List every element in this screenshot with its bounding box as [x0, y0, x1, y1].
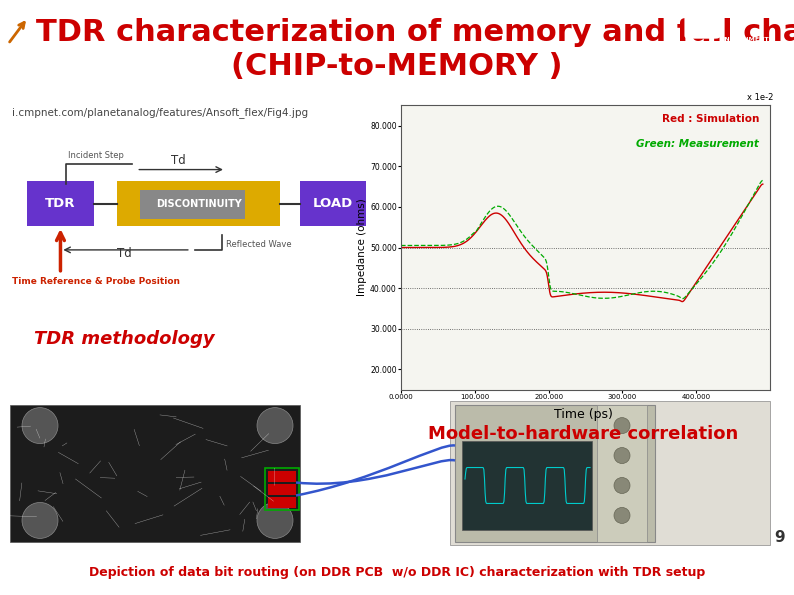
Text: TDR characterization of memory and full channel: TDR characterization of memory and full …	[36, 18, 794, 46]
Circle shape	[614, 478, 630, 493]
Circle shape	[614, 508, 630, 524]
Text: Depiction of data bit routing (on DDR PCB  w/o DDR IC) characterization with TDR: Depiction of data bit routing (on DDR PC…	[89, 566, 705, 579]
Text: TDR methodology: TDR methodology	[34, 330, 215, 348]
Circle shape	[22, 408, 58, 443]
Bar	[265, 468, 299, 511]
Text: i.cmpnet.com/planetanalog/features/Ansoft_flex/Fig4.jpg: i.cmpnet.com/planetanalog/features/Ansof…	[12, 107, 308, 118]
Text: Td: Td	[172, 154, 186, 167]
Circle shape	[257, 408, 293, 443]
Bar	[300, 181, 366, 226]
Text: Red : Simulation: Red : Simulation	[661, 114, 759, 124]
Bar	[27, 181, 94, 226]
Text: Time (ps): Time (ps)	[554, 408, 613, 421]
Bar	[141, 189, 245, 219]
Bar	[268, 497, 296, 509]
Text: Td: Td	[117, 248, 132, 261]
Circle shape	[22, 502, 58, 538]
Text: TEXAS: TEXAS	[733, 15, 764, 24]
Bar	[462, 440, 592, 530]
Text: TDR: TDR	[45, 198, 75, 210]
Bar	[268, 471, 296, 483]
Text: (CHIP-to-MEMORY ): (CHIP-to-MEMORY )	[231, 52, 563, 80]
Bar	[117, 181, 280, 226]
Y-axis label: Impedance (ohms): Impedance (ohms)	[357, 199, 368, 296]
Circle shape	[257, 502, 293, 538]
Text: 9: 9	[774, 530, 785, 546]
Text: INSTRUMENTS: INSTRUMENTS	[723, 37, 774, 42]
Bar	[597, 405, 647, 543]
FancyBboxPatch shape	[684, 6, 721, 39]
Text: Reflected Wave: Reflected Wave	[225, 240, 291, 249]
Text: DISCONTINUITY: DISCONTINUITY	[156, 199, 241, 209]
Circle shape	[614, 418, 630, 434]
Text: Incident Step: Incident Step	[68, 151, 124, 159]
Circle shape	[614, 447, 630, 464]
Bar	[450, 400, 770, 546]
Bar	[10, 405, 300, 543]
Text: x 1e-2: x 1e-2	[747, 93, 774, 102]
Text: Time Reference & Probe Position: Time Reference & Probe Position	[12, 277, 179, 286]
Text: LOAD: LOAD	[313, 198, 353, 210]
Text: Model-to-hardware correlation: Model-to-hardware correlation	[429, 425, 738, 443]
Bar	[455, 405, 655, 543]
Bar	[268, 484, 296, 496]
Text: Green: Measurement: Green: Measurement	[636, 139, 759, 149]
